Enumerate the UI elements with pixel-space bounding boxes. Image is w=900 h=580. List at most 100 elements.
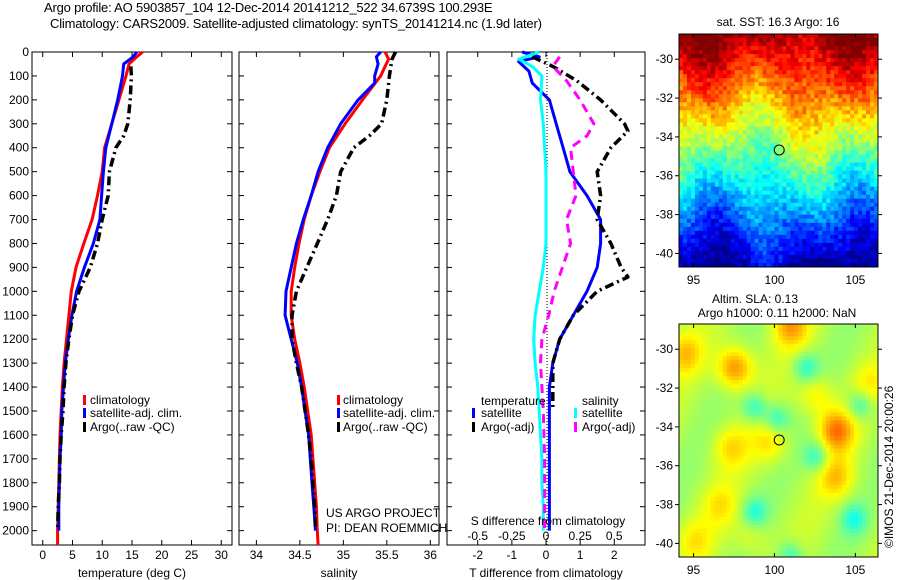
heatmap-cell (842, 392, 847, 397)
sla-map-title: Altim. SLA: 0.13 (712, 292, 798, 306)
heatmap-cell (778, 388, 783, 393)
heatmap-cell (838, 158, 843, 163)
heatmap-cell (850, 46, 855, 51)
heatmap-cell (750, 190, 756, 196)
heatmap-cell (679, 344, 684, 349)
heatmap-cell (762, 246, 767, 252)
heatmap-cell (790, 74, 795, 79)
heatmap-cell (750, 344, 756, 349)
heatmap-cell (782, 348, 787, 353)
heatmap-cell (694, 50, 700, 55)
heatmap-cell (798, 420, 803, 425)
heatmap-cell (758, 110, 763, 115)
heatmap-cell (726, 174, 732, 180)
heatmap-cell (690, 452, 696, 457)
heatmap-cell (850, 372, 855, 377)
heatmap-cell (754, 94, 759, 99)
heatmap-cell (846, 46, 851, 51)
heatmap-cell (802, 102, 807, 107)
heatmap-cell (798, 254, 803, 260)
heatmap-cell (710, 146, 716, 151)
heatmap-cell (686, 368, 692, 373)
heatmap-cell (682, 110, 688, 115)
heatmap-cell (746, 110, 752, 115)
heatmap-cell (814, 444, 819, 449)
heatmap-cell (738, 250, 744, 256)
temperature-panel: 0100200300400500600700800900100011001200… (2, 45, 233, 580)
heatmap-cell (730, 182, 736, 188)
salinity-tick-label: 35 (337, 548, 351, 562)
heatmap-cell (718, 332, 724, 337)
heatmap-cell (862, 360, 867, 365)
heatmap-cell (770, 218, 775, 224)
heatmap-cell (686, 324, 692, 329)
heatmap-cell (766, 416, 771, 421)
heatmap-cell (866, 412, 871, 417)
heatmap-cell (702, 348, 708, 353)
heatmap-cell (734, 66, 740, 71)
heatmap-cell (846, 66, 851, 71)
heatmap-cell (774, 364, 779, 369)
heatmap-cell (802, 234, 807, 240)
heatmap-cell (794, 262, 799, 268)
heatmap-cell (790, 214, 795, 220)
heatmap-cell (686, 50, 692, 55)
heatmap-cell (870, 154, 875, 159)
heatmap-cell (686, 78, 692, 83)
heatmap-cell (758, 424, 763, 429)
heatmap-cell (758, 234, 763, 240)
heatmap-cell (734, 384, 740, 389)
heatmap-cell (714, 142, 720, 147)
heatmap-cell (706, 234, 712, 240)
heatmap-cell (870, 444, 875, 449)
heatmap-cell (682, 340, 688, 345)
heatmap-cell (694, 372, 700, 377)
heatmap-cell (682, 226, 688, 232)
heatmap-cell (722, 202, 728, 208)
heatmap-cell (842, 258, 847, 264)
heatmap-cell (702, 110, 708, 115)
heatmap-cell (854, 118, 859, 123)
heatmap-cell (846, 420, 851, 425)
heatmap-cell (782, 62, 787, 67)
heatmap-cell (686, 38, 692, 43)
heatmap-cell (706, 222, 712, 228)
heatmap-cell (798, 436, 803, 441)
heatmap-cell (786, 262, 791, 268)
heatmap-cell (786, 420, 791, 425)
heatmap-cell (806, 258, 811, 264)
heatmap-cell (762, 460, 767, 466)
heatmap-cell (858, 262, 863, 268)
heatmap-cell (782, 444, 787, 449)
heatmap-cell (818, 416, 823, 421)
heatmap-cell (758, 432, 763, 437)
heatmap-cell (806, 66, 811, 71)
heatmap-cell (730, 452, 736, 457)
heatmap-cell (742, 178, 748, 184)
heatmap-cell (778, 328, 783, 333)
heatmap-cell (730, 242, 736, 248)
heatmap-cell (798, 42, 803, 47)
heatmap-cell (866, 226, 871, 232)
heatmap-cell (734, 336, 740, 341)
heatmap-cell (858, 126, 863, 131)
heatmap-cell (810, 234, 815, 240)
heatmap-cell (702, 86, 708, 91)
heatmap-cell (826, 258, 831, 264)
heatmap-cell (798, 190, 803, 196)
heatmap-cell (846, 404, 851, 409)
heatmap-cell (726, 206, 732, 212)
heatmap-cell (754, 254, 759, 260)
heatmap-cell (694, 94, 700, 99)
heatmap-cell (850, 436, 855, 441)
heatmap-cell (726, 210, 732, 216)
heatmap-cell (822, 170, 827, 176)
heatmap-cell (810, 384, 815, 389)
heatmap-cell (702, 408, 708, 413)
heatmap-cell (870, 210, 875, 216)
heatmap-cell (746, 154, 752, 159)
heatmap-cell (718, 58, 724, 63)
heatmap-cell (846, 198, 851, 204)
heatmap-cell (730, 142, 736, 147)
heatmap-cell (762, 440, 767, 445)
